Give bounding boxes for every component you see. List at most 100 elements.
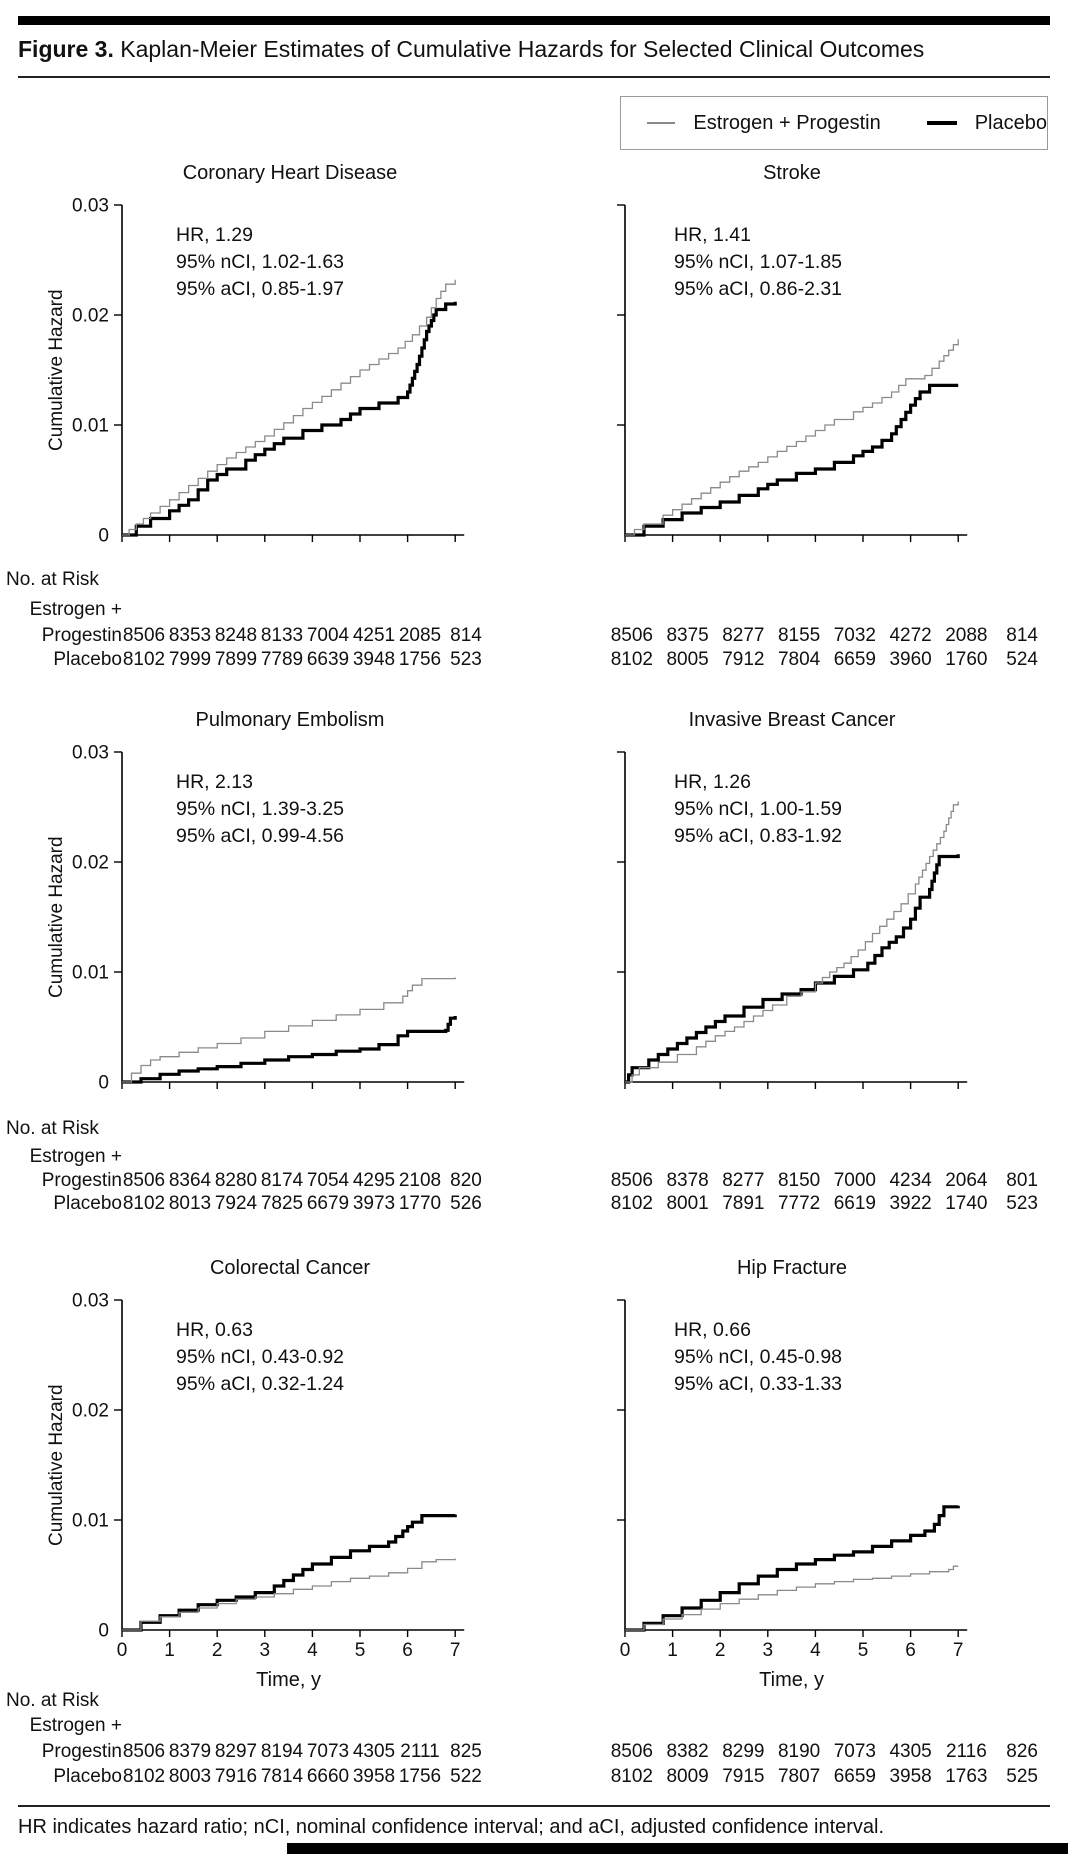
- risk-count: 8013: [168, 1193, 212, 1214]
- risk-row-estrogen-progestin: 8506 8382 8299 8190 7073 4305 2116 826: [534, 1740, 1068, 1764]
- y-tick-label: 0: [98, 1073, 109, 1092]
- y-tick-label: 0: [98, 1621, 109, 1642]
- risk-count: 7916: [214, 1766, 258, 1787]
- risk-count: 3958: [889, 1766, 932, 1787]
- progestin-label: Progestin: [41, 1170, 122, 1191]
- annotation-line-1: 95% nCI, 0.43-0.92: [176, 1346, 345, 1368]
- risk-count: 525: [1006, 1766, 1038, 1787]
- x-axis-label: Time, y: [759, 1669, 824, 1691]
- estrogen-progestin-counts: 8506 8382 8299 8190 7073 4305 2116 826: [604, 1740, 1050, 1764]
- no-at-risk-heading-text: No. at Risk: [6, 569, 99, 590]
- title-divider-rule: [18, 76, 1050, 78]
- risk-count: 8506: [610, 1741, 654, 1762]
- annotation-line-2: 95% aCI, 0.83-1.92: [674, 825, 843, 847]
- placebo-curve: [625, 854, 960, 1084]
- risk-count: 4305: [352, 1741, 396, 1762]
- y-tick-label: 0.01: [72, 416, 109, 437]
- legend-box: Estrogen + Progestin Placebo: [620, 96, 1048, 150]
- risk-count: 8001: [666, 1193, 709, 1214]
- x-tick-label: 7: [450, 1640, 461, 1661]
- no-at-risk-heading: No. at Risk: [0, 1117, 534, 1141]
- km-plot-stroke: [617, 204, 968, 542]
- risk-count: 2064: [945, 1170, 988, 1191]
- figure-title: Figure 3. Kaplan-Meier Estimates of Cumu…: [18, 36, 1050, 63]
- x-tick-label: 2: [715, 1640, 726, 1661]
- risk-count: 8375: [666, 625, 709, 646]
- placebo-counts: 8102 8009 7915 7807 6659 3958 1763 525: [604, 1765, 1050, 1789]
- hazard-ratio-annotation: HR, 1.29 95% nCI, 1.02-1.63 95% aCI, 0.85-…: [176, 222, 344, 303]
- y-tick-label: 0.01: [72, 963, 109, 984]
- risk-count: 820: [450, 1170, 482, 1191]
- risk-count: 7912: [722, 649, 765, 670]
- risk-row-estrogen-progestin: Progestin 8506 8379 8297 8194 7073 4305 2111 825: [0, 1740, 534, 1764]
- annotation-line-1: 95% nCI, 1.00-1.59: [674, 798, 843, 820]
- axis-lines: [624, 1300, 968, 1631]
- risk-count: 8102: [610, 649, 654, 670]
- risk-count: 4251: [352, 625, 396, 646]
- risk-count: 7073: [833, 1741, 877, 1762]
- risk-count: 7054: [306, 1170, 350, 1191]
- risk-count: 1760: [945, 649, 988, 670]
- km-plot-colorectal-cancer: 0 0.01 0.02 0.03 0 1 2 3 4 5 6 7 Time, y: [72, 1293, 465, 1691]
- risk-count: 7000: [833, 1170, 877, 1191]
- risk-row-estrogen-progestin: Progestin 8506 8353 8248 8133 7004 4251 2085 814: [0, 624, 534, 648]
- km-plot-hip-fracture: 0 1 2 3 4 5 6 7 Time, y: [617, 1299, 968, 1691]
- risk-count: 8102: [610, 1766, 654, 1787]
- risk-count: 8297: [214, 1741, 258, 1762]
- estrogen-progestin-curve: [625, 801, 959, 1083]
- annotation-line-2: 95% aCI, 0.33-1.33: [674, 1373, 843, 1395]
- x-tick-label: 2: [212, 1640, 223, 1661]
- risk-row-estrogen-progestin: 8506 8378 8277 8150 7000 4234 2064 801: [534, 1169, 1068, 1193]
- placebo-counts: 8102 7999 7899 7789 6639 3948 1756 523: [121, 648, 489, 672]
- legend-label-placebo: Placebo: [974, 111, 1047, 134]
- risk-count: 7807: [777, 1766, 821, 1787]
- risk-count: 7032: [833, 625, 877, 646]
- risk-count: 6659: [833, 649, 877, 670]
- figure-title-text: Kaplan-Meier Estimates of Cumulative Haz…: [113, 36, 925, 62]
- risk-count: 522: [450, 1766, 482, 1787]
- risk-count: 6639: [306, 649, 350, 670]
- placebo-counts: 8102 8013 7924 7825 6679 3973 1770 526: [121, 1192, 489, 1216]
- risk-count: 526: [450, 1193, 482, 1214]
- placebo-counts: 8102 8001 7891 7772 6619 3922 1740 523: [604, 1192, 1050, 1216]
- risk-count: 3922: [889, 1193, 932, 1214]
- placebo-curve: [122, 301, 457, 537]
- no-at-risk-heading: No. at Risk: [0, 1689, 534, 1713]
- risk-count: 8190: [777, 1741, 821, 1762]
- placebo-counts: 8102 8005 7912 7804 6659 3960 1760 524: [604, 648, 1050, 672]
- x-tick-label: 0: [620, 1640, 631, 1661]
- risk-count: 8009: [666, 1766, 709, 1787]
- no-at-risk-heading-text: No. at Risk: [6, 1690, 99, 1711]
- risk-row-placebo: 8102 8005 7912 7804 6659 3960 1760 524: [534, 648, 1068, 672]
- x-tick-label: 7: [953, 1640, 964, 1661]
- annotation-line-0: HR, 1.41: [674, 224, 751, 246]
- panel-title: Stroke: [763, 162, 821, 184]
- annotation-line-0: HR, 1.29: [176, 224, 253, 246]
- risk-count: 8155: [777, 625, 821, 646]
- estrogen-label: Estrogen +: [29, 599, 122, 620]
- risk-row-label-estrogen: Estrogen +: [0, 1714, 534, 1738]
- risk-count: 8248: [214, 625, 258, 646]
- estrogen-progestin-counts: 8506 8375 8277 8155 7032 4272 2088 814: [604, 624, 1050, 648]
- risk-count: 6619: [833, 1193, 877, 1214]
- risk-count: 8364: [168, 1170, 212, 1191]
- risk-count: 4295: [352, 1170, 396, 1191]
- risk-count: 2088: [945, 625, 988, 646]
- legend-label-estrogen-progestin: Estrogen + Progestin: [693, 111, 881, 134]
- estrogen-label: Estrogen +: [29, 1715, 122, 1736]
- footnote-divider-rule: [18, 1805, 1050, 1807]
- placebo-curve: [625, 1505, 960, 1632]
- y-tick-label: 0.02: [72, 306, 109, 327]
- annotation-line-0: HR, 0.63: [176, 1319, 253, 1341]
- bottom-rule-bar: [287, 1843, 1068, 1854]
- km-plot-pulmonary-embolism: 0 0.01 0.02 0.03: [72, 745, 465, 1092]
- x-tick-label: 5: [858, 1640, 869, 1661]
- annotation-line-2: 95% aCI, 0.86-2.31: [674, 278, 843, 300]
- risk-count: 2116: [945, 1741, 987, 1762]
- risk-count: 7772: [777, 1193, 821, 1214]
- risk-count: 4234: [889, 1170, 932, 1191]
- estrogen-progestin-curve: [122, 977, 456, 1083]
- y-tick-label: 0.03: [72, 1293, 109, 1312]
- annotation-line-0: HR, 0.66: [674, 1319, 751, 1341]
- x-tick-label: 6: [402, 1640, 413, 1661]
